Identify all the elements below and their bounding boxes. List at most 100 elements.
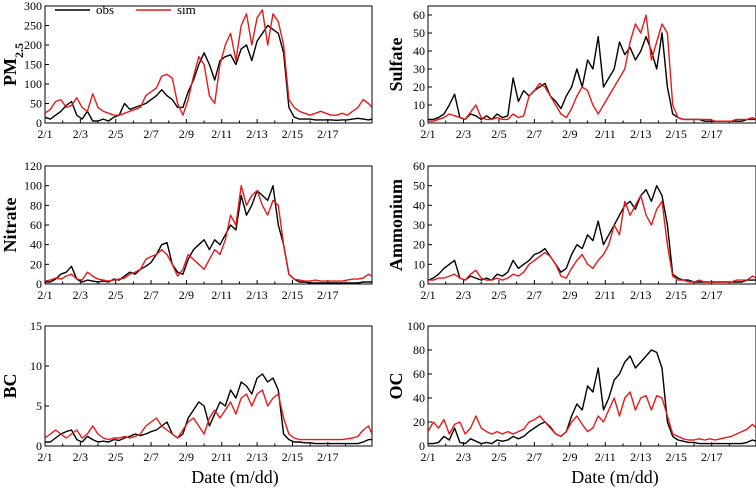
x-axis-label-left: Date (m/dd) [191, 467, 278, 488]
y-tick-label: 0 [36, 439, 42, 453]
y-tick-label: 15 [30, 319, 42, 333]
series-line-sim [45, 9, 372, 116]
y-tick-label: 20 [413, 80, 425, 94]
x-tick-label: 2/9 [179, 127, 194, 141]
y-tick-label: 5 [36, 399, 42, 413]
x-tick-label: 2/11 [211, 450, 232, 464]
plot-frame [427, 325, 756, 447]
x-tick-label: 2/7 [527, 450, 542, 464]
x-tick-label: 2/9 [562, 288, 577, 302]
x-tick-label: 2/15 [666, 127, 687, 141]
x-tick-label: 2/17 [317, 127, 338, 141]
y-tick-label: 20 [413, 238, 425, 252]
plot-frame [44, 325, 373, 447]
x-tick-label: 2/11 [211, 127, 232, 141]
y-tick-label: 50 [413, 26, 425, 40]
x-tick-label: 2/3 [456, 450, 471, 464]
series-line-obs [45, 184, 372, 284]
y-tick-label: 200 [24, 38, 42, 52]
y-axis-label: OC [386, 373, 406, 400]
x-tick-label: 2/5 [108, 288, 123, 302]
y-tick-label: 120 [24, 159, 42, 173]
panel-bc: 0 5 10 15 2/1 2/3 2/5 2/7 2/9 2/11 2/13 2/15 2/17 BC [0, 319, 373, 464]
series-line-sim [45, 184, 372, 282]
panel-nitrate: 0 20 40 60 80 100 120 2/1 2/3 2/5 2/7 2/9 2/11 2/13 2/… [0, 159, 373, 302]
x-tick-label: 2/3 [73, 450, 88, 464]
x-tick-label: 2/1 [37, 450, 52, 464]
y-axis-label: Ammonium [386, 179, 406, 271]
y-tick-label: 60 [30, 218, 42, 232]
x-tick-label: 2/13 [246, 127, 267, 141]
x-tick-label: 2/7 [143, 127, 158, 141]
legend: obs sim [55, 2, 196, 17]
x-tick-label: 2/11 [595, 450, 616, 464]
series-line-obs [45, 373, 372, 445]
y-tick-label: 100 [24, 77, 42, 91]
x-tick-label: 2/15 [282, 127, 303, 141]
x-tick-label: 2/3 [73, 288, 88, 302]
series-line-sim [428, 14, 756, 122]
x-tick-label: 2/7 [143, 288, 158, 302]
x-tick-label: 2/15 [666, 288, 687, 302]
x-tick-label: 2/1 [420, 127, 435, 141]
y-tick-label: 80 [30, 198, 42, 212]
plot-frame [427, 5, 756, 124]
y-tick-label: 20 [413, 415, 425, 429]
y-axis-label: Sulfate [386, 37, 406, 91]
y-tick-label: 0 [419, 439, 425, 453]
panel-pm2-5: 0 50 100 150 200 250 300 2/1 2/3 2/5 2/7 2/9 2/11 2/1… [0, 0, 373, 141]
y-tick-label: 10 [30, 359, 42, 373]
x-tick-label: 2/11 [595, 288, 616, 302]
y-tick-label: 60 [413, 8, 425, 22]
y-tick-label: 60 [413, 159, 425, 173]
y-tick-label: 60 [413, 367, 425, 381]
x-tick-label: 2/3 [456, 127, 471, 141]
y-tick-label: 40 [413, 391, 425, 405]
series-line-sim [428, 391, 756, 441]
y-tick-label: 0 [36, 277, 42, 291]
y-tick-label: 10 [413, 98, 425, 112]
x-tick-label: 2/13 [630, 288, 651, 302]
x-tick-label: 2/5 [491, 288, 506, 302]
x-tick-label: 2/9 [562, 450, 577, 464]
panel-sulfate: 0 10 20 30 40 50 60 2/1 2/3 2/5 2/7 2/9 2/11 2/13 2/15… [386, 5, 756, 141]
x-tick-label: 2/7 [143, 450, 158, 464]
x-tick-label: 2/9 [562, 127, 577, 141]
x-tick-label: 2/17 [701, 127, 722, 141]
x-tick-label: 2/1 [37, 127, 52, 141]
panel-ammonium: 0 10 20 30 40 50 60 2/1 2/3 2/5 2/7 2/9 2/11 2/13 2/15… [386, 159, 756, 302]
x-tick-label: 2/17 [317, 288, 338, 302]
x-tick-label: 2/13 [246, 450, 267, 464]
x-tick-label: 2/17 [317, 450, 338, 464]
legend-sim-label: sim [177, 2, 196, 17]
y-axis-label: BC [0, 373, 20, 398]
x-tick-label: 2/1 [420, 288, 435, 302]
series-line-obs [45, 24, 372, 122]
plot-frame [427, 165, 756, 285]
panel-oc: 0 20 40 60 80 100 2/1 2/3 2/5 2/7 2/9 2/11 2/13 2/15 2… [386, 319, 756, 464]
x-tick-label: 2/7 [527, 288, 542, 302]
x-tick-label: 2/3 [456, 288, 471, 302]
x-tick-label: 2/15 [666, 450, 687, 464]
y-tick-label: 80 [413, 343, 425, 357]
x-tick-label: 2/15 [282, 288, 303, 302]
y-tick-label: 100 [407, 319, 425, 333]
y-tick-label: 50 [413, 179, 425, 193]
x-tick-label: 2/17 [701, 288, 722, 302]
x-tick-label: 2/17 [701, 450, 722, 464]
y-axis-label: PM2.5 [0, 43, 26, 86]
y-tick-label: 40 [413, 44, 425, 58]
x-tick-label: 2/15 [282, 450, 303, 464]
y-tick-label: 20 [30, 257, 42, 271]
y-tick-label: 100 [24, 179, 42, 193]
y-tick-label: 30 [413, 218, 425, 232]
y-tick-label: 0 [419, 116, 425, 130]
y-tick-label: 0 [36, 116, 42, 130]
x-tick-label: 2/5 [108, 127, 123, 141]
x-tick-label: 2/5 [491, 127, 506, 141]
x-tick-label: 2/11 [595, 127, 616, 141]
legend-obs-label: obs [96, 2, 114, 17]
x-tick-label: 2/1 [37, 288, 52, 302]
series-line-sim [428, 194, 756, 283]
series-line-obs [428, 349, 756, 445]
